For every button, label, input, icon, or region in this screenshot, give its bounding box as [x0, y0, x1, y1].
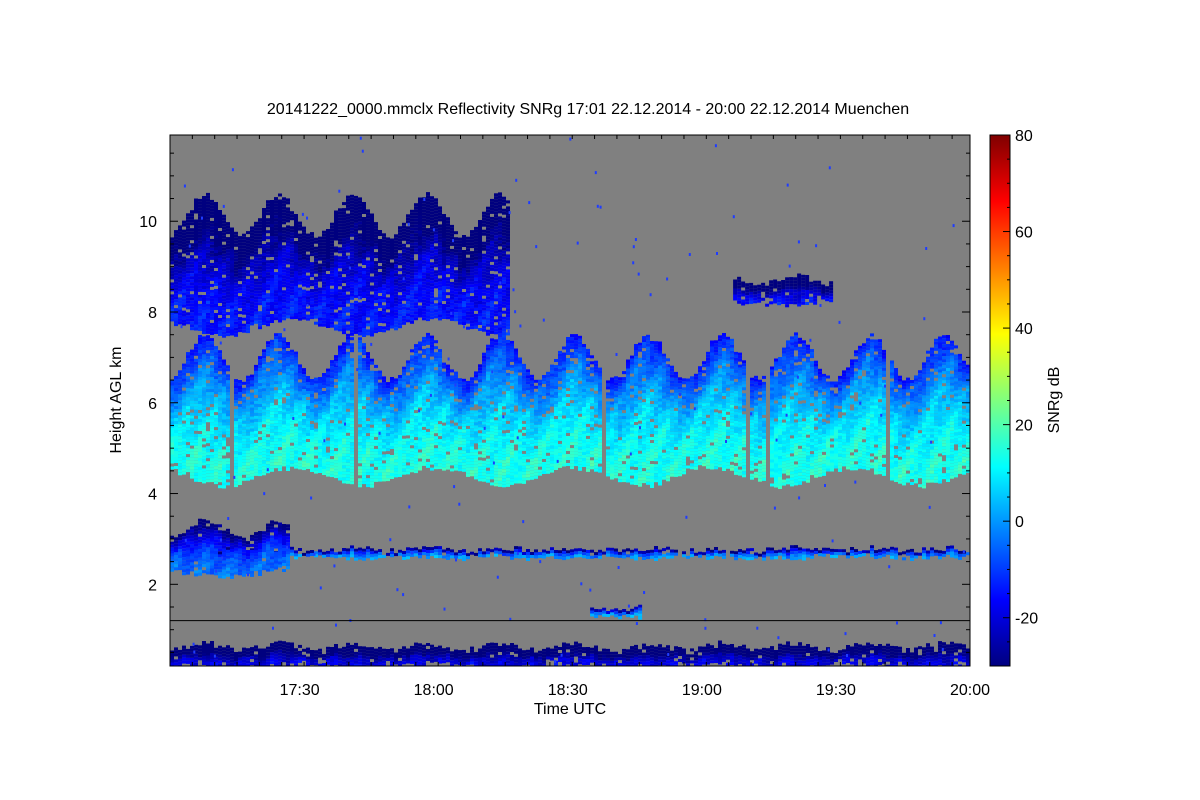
- colorbar-tick-label: 60: [1015, 225, 1033, 242]
- noise-pixels: [180, 136, 965, 663]
- x-tick-label: 17:30: [280, 682, 320, 699]
- y-axis-ticks: 2 4 6 8 10: [139, 152, 970, 653]
- y-tick-label: 6: [148, 396, 157, 413]
- x-tick-label: 18:30: [548, 682, 588, 699]
- y-axis-label: Height AGL km: [108, 346, 125, 453]
- heatmap-layer: [170, 136, 970, 666]
- echo-main-cloud-deck: [170, 332, 970, 489]
- echo-upper-cirrus: [170, 192, 510, 338]
- x-axis-label: Time UTC: [534, 701, 606, 718]
- plot-frame: [169, 134, 971, 667]
- plot-area: 17:30 18:00 18:30 19:00 19:30 20:00 2 4 6 8 10: [139, 134, 990, 699]
- colorbar-tick-label: 20: [1015, 418, 1033, 435]
- echo-high-patch: [733, 273, 834, 308]
- colorbar: -20 0 20 40 60 80: [989, 128, 1038, 667]
- x-tick-label: 19:30: [816, 682, 856, 699]
- x-tick-label: 19:00: [682, 682, 722, 699]
- colorbar-tick-label: 80: [1015, 128, 1033, 145]
- colorbar-ticks: -20 0 20 40 60 80: [1003, 128, 1038, 667]
- y-tick-label: 2: [148, 577, 157, 594]
- colorbar-tick-label: 40: [1015, 321, 1033, 338]
- y-tick-label: 4: [148, 487, 157, 504]
- echo-near-ground-clutter: [170, 640, 970, 666]
- x-tick-label: 18:00: [414, 682, 454, 699]
- colorbar-tick-label: 0: [1015, 514, 1024, 531]
- x-axis-ticks: 17:30 18:00 18:30 19:00 19:30 20:00: [169, 135, 990, 699]
- x-tick-label: 20:00: [950, 682, 990, 699]
- y-tick-label: 8: [148, 305, 157, 322]
- colorbar-label: SNRg dB: [1046, 367, 1063, 434]
- echo-lower-echoes: [170, 518, 290, 579]
- chart-title: 20141222_0000.mmclx Reflectivity SNRg 17…: [267, 101, 909, 118]
- colorbar-tick-label: -20: [1015, 611, 1038, 628]
- y-tick-label: 10: [139, 214, 157, 231]
- echo-boundary-patch: [590, 604, 643, 620]
